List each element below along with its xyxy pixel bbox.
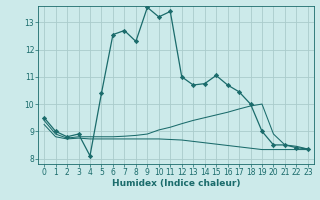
X-axis label: Humidex (Indice chaleur): Humidex (Indice chaleur) — [112, 179, 240, 188]
